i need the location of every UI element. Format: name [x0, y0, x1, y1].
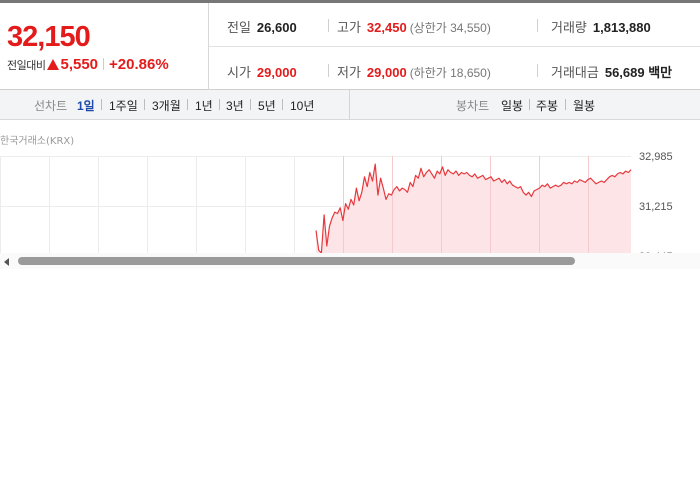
data-source-label: 한국거래소(KRX) [0, 136, 75, 147]
toolbar-separator [144, 99, 145, 110]
period-tab-5y[interactable]: 5년 [258, 99, 276, 113]
candle-tab-weekly[interactable]: 주봉 [536, 99, 559, 113]
change-divider [103, 58, 105, 70]
candle-chart-label: 봉차트 [456, 99, 490, 113]
stats-separator [328, 64, 329, 77]
line-chart-period-group: 선차트 1일 1주일 3개월 1년 3년 5년 10년 [0, 90, 350, 119]
low-stat: 저가 29,000 (하한가 18,650) [337, 62, 491, 81]
change-amount: 5,550 [60, 56, 99, 73]
price-summary-panel: 32,150 전일대비 5,550 +20.86% 전일 26,600 고가 32,45… [0, 0, 700, 90]
trade-amount-value: 56,689 백만 [604, 65, 673, 80]
scroll-left-arrow-icon[interactable] [4, 258, 9, 266]
low-value: 29,000 [366, 65, 407, 80]
period-tab-1y[interactable]: 1년 [195, 99, 213, 113]
change-label: 전일대비 [7, 60, 46, 72]
volume-stat: 거래량 1,813,880 [551, 17, 651, 36]
period-tab-3y[interactable]: 3년 [226, 99, 244, 113]
prev-close-stat: 전일 26,600 [227, 17, 297, 36]
period-tab-10y[interactable]: 10년 [290, 99, 315, 113]
prev-close-value: 26,600 [256, 20, 297, 35]
candle-chart-group: 봉차트 일봉 주봉 월봉 [351, 90, 700, 119]
lower-limit: (하한가 18,650) [409, 66, 491, 80]
stats-separator [537, 64, 538, 77]
toolbar-separator [565, 99, 566, 110]
chart-scrollbar[interactable] [0, 253, 700, 269]
current-price-box: 32,150 전일대비 5,550 +20.86% [0, 3, 209, 90]
upper-limit: (상한가 34,550) [409, 21, 491, 35]
period-tab-3m[interactable]: 3개월 [152, 99, 181, 113]
price-line [315, 163, 632, 254]
scroll-thumb[interactable] [18, 257, 575, 265]
toolbar-separator [219, 99, 220, 110]
stats-separator [537, 19, 538, 32]
volume-value: 1,813,880 [592, 20, 651, 35]
high-stat: 고가 32,450 (상한가 34,550) [337, 17, 491, 36]
open-stat: 시가 29,000 [227, 62, 297, 81]
toolbar-separator [101, 99, 102, 110]
toolbar-separator [282, 99, 283, 110]
y-tick-label: 31,215 [639, 201, 673, 213]
candle-tab-daily[interactable]: 일봉 [501, 99, 524, 113]
line-chart-label: 선차트 [34, 99, 68, 113]
current-price: 32,150 [7, 21, 91, 53]
high-label: 고가 [337, 20, 361, 35]
period-tab-1w[interactable]: 1주일 [109, 99, 138, 113]
volume-label: 거래량 [551, 20, 587, 35]
up-triangle-icon [47, 59, 60, 70]
high-value: 32,450 [366, 20, 407, 35]
stats-divider [209, 46, 700, 47]
stats-separator [328, 19, 329, 32]
chart-toolbar: 선차트 1일 1주일 3개월 1년 3년 5년 10년 봉차트 일봉 주봉 월봉 [0, 90, 700, 120]
period-tab-1d[interactable]: 1일 [77, 99, 95, 113]
toolbar-separator [250, 99, 251, 110]
open-label: 시가 [227, 65, 251, 80]
trade-amount-label: 거래대금 [551, 65, 599, 80]
toolbar-separator [187, 99, 188, 110]
price-stats-grid: 전일 26,600 고가 32,450 (상한가 34,550) 거래량 1,813,8… [209, 3, 700, 90]
low-label: 저가 [337, 65, 361, 80]
toolbar-separator [529, 99, 530, 110]
trade-amount-stat: 거래대금 56,689 백만 [551, 62, 672, 81]
change-rate: +20.86% [109, 56, 169, 73]
prev-close-label: 전일 [227, 20, 251, 35]
candle-tab-monthly[interactable]: 월봉 [573, 99, 596, 113]
y-tick-label: 32,985 [639, 151, 673, 163]
price-area-fill [316, 164, 631, 268]
change-row: 전일대비 5,550 +20.86% [7, 56, 169, 74]
open-value: 29,000 [256, 65, 297, 80]
